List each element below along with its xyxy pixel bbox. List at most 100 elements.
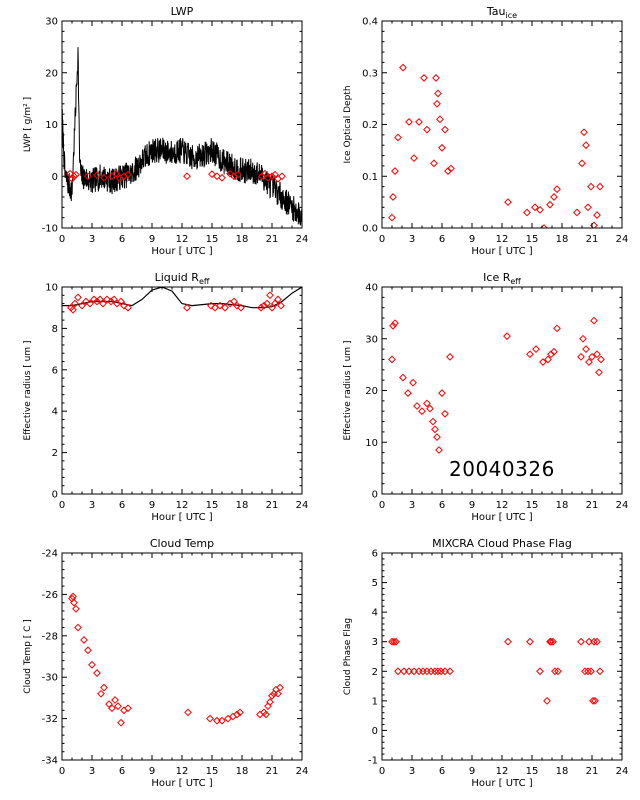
data-point [184, 708, 192, 717]
data-point [553, 185, 561, 194]
data-layer [62, 287, 302, 314]
data-point [430, 159, 438, 168]
y-tick-label: 10 [45, 120, 58, 131]
data-point [388, 355, 396, 364]
lwp-marker [124, 170, 132, 179]
y-tick-label: 0.0 [362, 224, 378, 235]
y-tick-label: 0.1 [362, 172, 378, 183]
data-point [539, 358, 547, 366]
x-tick-label: 6 [119, 234, 125, 245]
data-point [446, 667, 454, 676]
data-point [550, 193, 558, 201]
lwp-marker [183, 172, 191, 181]
lwp-marker [258, 172, 266, 181]
lwp-marker [120, 172, 128, 181]
lwp-marker [84, 172, 92, 181]
y-tick-label: 10 [365, 438, 378, 449]
data-layer [388, 637, 604, 705]
data-point [593, 211, 601, 219]
plot-frame [381, 552, 623, 761]
data-point [531, 203, 539, 212]
data-point [206, 714, 214, 723]
data-point [389, 321, 397, 330]
data-point [546, 637, 554, 646]
data-point [233, 710, 241, 719]
data-point [107, 297, 115, 306]
data-point [117, 297, 125, 306]
x-axis-label: Hour [ UTC ] [471, 246, 532, 257]
data-point [237, 303, 245, 312]
y-tick-label: -10 [42, 224, 58, 235]
data-point [503, 332, 511, 341]
y-tick-label: 20 [45, 68, 58, 79]
y-tick-label: 0.2 [362, 120, 378, 131]
data-point [536, 667, 544, 676]
chart-title: Liquid Reff [155, 271, 210, 286]
data-point [392, 637, 400, 646]
data-point [111, 696, 119, 704]
data-point [86, 299, 94, 308]
data-point [88, 660, 96, 669]
y-tick-label: -1 [368, 756, 378, 767]
data-point [431, 425, 439, 434]
x-tick-label: 15 [206, 234, 219, 245]
y-tick-label: 30 [45, 17, 58, 28]
y-tick-label: 20 [365, 386, 378, 397]
x-tick-label: 18 [236, 766, 249, 777]
data-point [444, 167, 452, 175]
lwp-marker [218, 173, 226, 182]
x-tick-label: 21 [266, 766, 279, 777]
data-point [526, 637, 534, 646]
data-point [409, 378, 417, 387]
data-point [120, 301, 128, 310]
data-point [427, 667, 435, 676]
plot-frame [61, 20, 303, 229]
data-point [587, 182, 595, 191]
x-tick-label: 24 [616, 234, 629, 245]
data-point [74, 293, 82, 302]
x-tick-label: 24 [296, 766, 309, 777]
data-point [271, 299, 279, 308]
x-tick-label: 6 [439, 766, 445, 777]
lwp-marker [100, 173, 108, 182]
data-point [423, 667, 431, 676]
data-point [504, 198, 512, 207]
data-point [432, 74, 440, 82]
data-point [441, 125, 449, 134]
data-point [277, 301, 285, 310]
y-tick-label: 4 [52, 407, 58, 418]
data-point [124, 704, 132, 713]
lwp-marker [261, 169, 269, 178]
data-point [431, 667, 439, 676]
x-tick-label: 9 [469, 766, 475, 777]
data-point [69, 592, 77, 601]
chart-panel-5: 0 3 6 9 12 15 18 21 24 -34 -32 -30 -28 -26 -24 Cloud Te… [23, 537, 308, 789]
data-point [415, 118, 423, 126]
data-point [420, 74, 428, 82]
x-tick-label: 0 [59, 500, 65, 511]
data-point [390, 637, 398, 646]
data-point [399, 373, 407, 382]
data-point [399, 63, 407, 72]
x-tick-label: 0 [59, 234, 65, 245]
x-tick-label: 18 [556, 234, 569, 245]
x-axis-label: Hour [ UTC ] [151, 778, 212, 789]
x-tick-label: 12 [176, 766, 189, 777]
y-tick-label: 0.4 [362, 17, 378, 28]
x-tick-label: 12 [496, 234, 509, 245]
x-tick-label: 3 [89, 500, 95, 511]
chart-title-subscript: eff [199, 277, 210, 286]
data-point [268, 303, 276, 312]
data-point [274, 689, 282, 698]
y-tick-label: 1 [372, 696, 378, 707]
data-point [549, 637, 557, 646]
data-point [105, 700, 113, 709]
x-tick-label: 3 [409, 234, 415, 245]
y-tick-label: 2 [372, 667, 378, 678]
data-point [78, 301, 86, 310]
lwp-marker [268, 172, 276, 181]
data-point [84, 646, 92, 655]
plot-frame [61, 552, 303, 761]
data-point [429, 417, 437, 426]
